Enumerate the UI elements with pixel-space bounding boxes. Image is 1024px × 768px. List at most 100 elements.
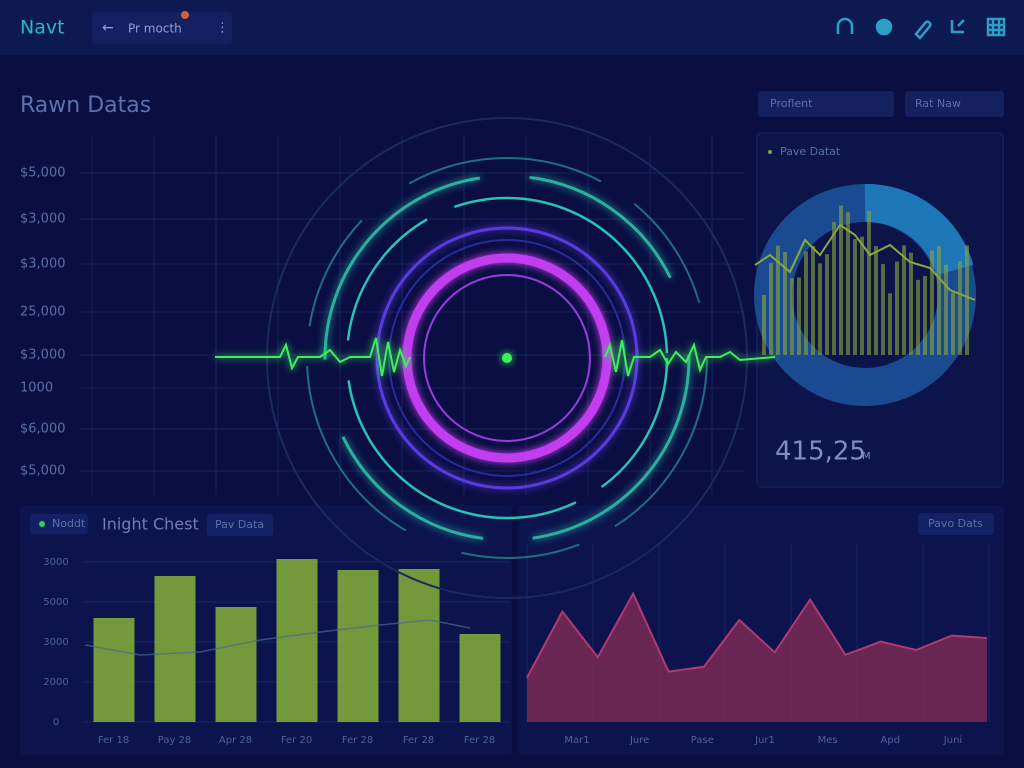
side-title: Pave Datat bbox=[780, 145, 841, 158]
bar bbox=[276, 559, 318, 722]
y-tick-label: 0 bbox=[53, 717, 59, 728]
bar bbox=[154, 576, 196, 722]
donut-line bbox=[754, 223, 976, 301]
icon-settings[interactable] bbox=[875, 18, 893, 36]
donut-bar bbox=[762, 295, 766, 355]
x-tick-label: Fer 28 bbox=[464, 735, 495, 746]
dropdown-label: Pavo Dats bbox=[928, 517, 983, 530]
donut-bar bbox=[811, 245, 815, 355]
donut-bar bbox=[790, 278, 794, 355]
donut-bar bbox=[860, 236, 864, 355]
donut-bar bbox=[951, 292, 955, 355]
dropdown[interactable] bbox=[918, 513, 994, 535]
donut-bar bbox=[881, 264, 885, 355]
y-tick-label: 5000 bbox=[43, 597, 68, 608]
donut-bar bbox=[776, 245, 780, 355]
legend-dot bbox=[39, 521, 45, 527]
donut-bar bbox=[839, 205, 843, 355]
donut-bar bbox=[783, 251, 787, 355]
notification-dot bbox=[181, 11, 189, 19]
donut-bar bbox=[895, 261, 899, 355]
icon-grid[interactable] bbox=[986, 17, 1006, 37]
ring bbox=[402, 253, 612, 463]
legend-dot bbox=[768, 150, 772, 154]
tag-label: Pav Data bbox=[215, 518, 264, 531]
y-label: $3,000 bbox=[20, 348, 66, 363]
y-label: $3,000 bbox=[20, 257, 66, 272]
donut-bar bbox=[923, 275, 927, 355]
dropdown-label: Rat Naw bbox=[915, 97, 961, 110]
donut-bar bbox=[944, 264, 948, 355]
bar bbox=[93, 618, 135, 722]
donut-bar bbox=[902, 245, 906, 355]
x-tick-label: Pay 28 bbox=[158, 735, 192, 746]
x-tick-label: Jure bbox=[629, 735, 649, 746]
y-label: $5,000 bbox=[20, 464, 66, 479]
grid bbox=[80, 135, 745, 495]
x-tick-label: Fer 28 bbox=[342, 735, 373, 746]
donut-bar bbox=[916, 279, 920, 355]
menu-icon[interactable]: ⋮ bbox=[216, 21, 229, 36]
donut-bar bbox=[797, 277, 801, 355]
legend-chip bbox=[30, 514, 88, 534]
y-label: $5,000 bbox=[20, 166, 66, 181]
x-tick-label: Fer 28 bbox=[403, 735, 434, 746]
donut-bar bbox=[769, 262, 773, 355]
donut-bar bbox=[930, 250, 934, 355]
dropdown-label: Proflent bbox=[770, 97, 813, 110]
donut-bar bbox=[825, 254, 829, 355]
donut-bar bbox=[874, 246, 878, 355]
center-dot bbox=[502, 353, 512, 363]
y-label: 1000 bbox=[20, 381, 53, 396]
area bbox=[527, 593, 987, 722]
bar bbox=[215, 607, 257, 722]
donut-bar bbox=[818, 263, 822, 355]
x-tick-label: Jur1 bbox=[754, 735, 775, 746]
x-tick-label: Mar1 bbox=[564, 735, 589, 746]
search-text: Pr mocth bbox=[128, 22, 182, 36]
legend-label: Noddt bbox=[52, 517, 86, 530]
bar-title: Inight Chest bbox=[102, 515, 199, 534]
bar bbox=[337, 570, 379, 722]
y-tick-label: 3000 bbox=[43, 637, 68, 648]
side-unit: M bbox=[862, 451, 871, 462]
donut-bar bbox=[909, 252, 913, 355]
donut-bar bbox=[867, 211, 871, 355]
x-tick-label: Fer 18 bbox=[98, 735, 129, 746]
x-tick-label: Apd bbox=[881, 735, 901, 746]
y-tick-label: 3000 bbox=[43, 557, 68, 568]
bar bbox=[398, 569, 440, 722]
donut-bar bbox=[965, 245, 969, 355]
donut-bars bbox=[762, 205, 969, 355]
tag bbox=[207, 514, 273, 536]
brand: Navt bbox=[20, 17, 65, 39]
bar bbox=[459, 634, 501, 722]
x-tick-label: Mes bbox=[818, 735, 838, 746]
icon-edit[interactable] bbox=[914, 20, 932, 40]
x-tick-label: Pase bbox=[691, 735, 714, 746]
y-label: $3,000 bbox=[20, 212, 66, 227]
back-icon[interactable]: ← bbox=[102, 20, 114, 36]
donut-bar bbox=[853, 239, 857, 355]
dropdown[interactable] bbox=[905, 91, 1004, 117]
icon-headset[interactable] bbox=[836, 17, 854, 34]
main-title: Rawn Datas bbox=[20, 93, 151, 118]
donut-bar bbox=[832, 222, 836, 355]
donut-bar bbox=[846, 212, 850, 355]
side-value: 415,25 bbox=[775, 437, 866, 467]
dropdown[interactable] bbox=[758, 91, 894, 117]
icon-export[interactable] bbox=[950, 19, 965, 34]
y-tick-label: 2000 bbox=[43, 677, 68, 688]
waveform bbox=[215, 337, 776, 377]
area-line bbox=[526, 591, 988, 679]
trend-line bbox=[84, 619, 471, 656]
donut-bar bbox=[804, 251, 808, 355]
x-tick-label: Fer 20 bbox=[281, 735, 312, 746]
donut-segment bbox=[864, 184, 974, 276]
donut-bar bbox=[937, 246, 941, 355]
y-label: $6,000 bbox=[20, 422, 66, 437]
donut-bar bbox=[888, 293, 892, 355]
search-box[interactable] bbox=[92, 12, 232, 44]
